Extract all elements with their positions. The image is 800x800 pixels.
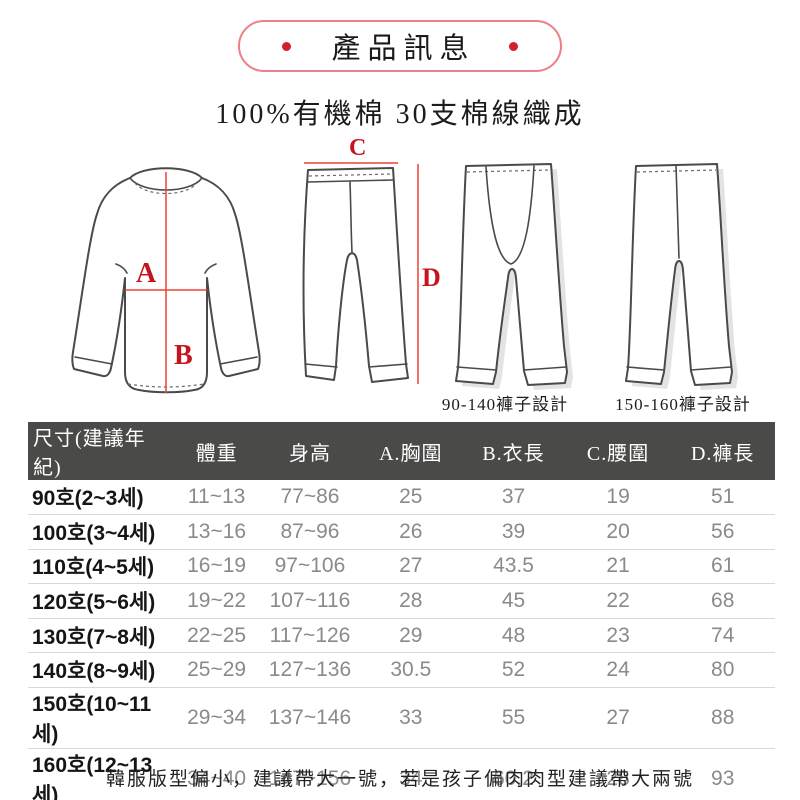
col-header-top-length: B.衣長	[461, 422, 566, 480]
measurement-value-cell: 37	[461, 480, 566, 516]
measurement-value-cell: 25	[360, 480, 462, 516]
size-label-cell: 120호(5~6세)	[28, 583, 174, 619]
measurement-value-cell: 127~136	[259, 652, 361, 689]
measurement-value-cell: 27	[565, 687, 671, 750]
badge-left-dot-icon	[282, 41, 291, 51]
measurement-value-cell: 107~116	[259, 583, 361, 619]
measurement-value-cell: 29~34	[173, 687, 260, 750]
measurement-value-cell: 22~25	[173, 618, 260, 654]
measurement-value-cell: 80	[670, 652, 775, 689]
product-info-badge: 產品訊息	[238, 20, 562, 72]
size-label-cell: 90호(2~3세)	[28, 480, 174, 516]
measurement-value-cell: 97~106	[259, 549, 361, 585]
table-row: 110호(4~5세) 16~19 97~106 27 43.5 21 61	[28, 549, 775, 585]
col-header-height: 身高	[259, 422, 361, 480]
size-table-body: 90호(2~3세) 11~13 77~86 25 37 19 51 100호(3~4세) 13~…	[28, 480, 775, 800]
measurement-value-cell: 11~13	[173, 480, 260, 516]
size-table: 尺寸(建議年紀) 體重 身高 A.胸圍 B.衣長 C.腰圍 D.褲長 90호(2…	[28, 422, 775, 800]
size-label-cell: 100호(3~4세)	[28, 514, 174, 550]
measurement-value-cell: 23	[565, 618, 671, 654]
size-label-cell: 110호(4~5세)	[28, 549, 174, 585]
measure-label-a: A	[136, 258, 157, 289]
table-row: 150호(10~11세) 29~34 137~146 33 55 27 88	[28, 687, 775, 750]
col-header-size: 尺寸(建議年紀)	[28, 422, 174, 480]
size-label-cell: 140호(8~9세)	[28, 652, 174, 689]
pants-design-150-160-diagram	[616, 158, 738, 390]
measurement-value-cell: 33	[360, 687, 462, 750]
measurement-value-cell: 61	[670, 549, 775, 585]
measurement-value-cell: 21	[565, 549, 671, 585]
measurement-value-cell: 88	[670, 687, 775, 750]
measurement-value-cell: 45	[461, 583, 566, 619]
measurement-value-cell: 68	[670, 583, 775, 619]
measurement-value-cell: 19	[565, 480, 671, 516]
measurement-value-cell: 51	[670, 480, 775, 516]
measurement-value-cell: 28	[565, 748, 671, 800]
table-row: 100호(3~4세) 13~16 87~96 26 39 20 56	[28, 514, 775, 550]
measurement-value-cell: 13~16	[173, 514, 260, 550]
measurement-value-cell: 55	[461, 687, 566, 750]
measurement-value-cell: 24	[565, 652, 671, 689]
table-row: 120호(5~6세) 19~22 107~116 28 45 22 68	[28, 583, 775, 619]
measurement-value-cell: 93	[670, 748, 775, 800]
measurement-value-cell: 28	[360, 583, 462, 619]
col-header-pants-length: D.褲長	[670, 422, 775, 480]
pants-design-90-140-diagram	[448, 158, 573, 390]
material-subtitle: 100%有機棉 30支棉線織成	[215, 99, 585, 130]
col-header-chest: A.胸圍	[360, 422, 462, 480]
measurement-value-cell: 22	[565, 583, 671, 619]
pants-design-150-160-caption: 150-160褲子設計	[615, 395, 751, 414]
size-table-container: 尺寸(建議年紀) 體重 身高 A.胸圍 B.衣長 C.腰圍 D.褲長 90호(2…	[28, 422, 775, 800]
table-row: 90호(2~3세) 11~13 77~86 25 37 19 51	[28, 480, 775, 516]
measure-label-c: C	[349, 136, 366, 161]
measurement-value-cell: 27	[360, 549, 462, 585]
measurement-value-cell: 87~96	[259, 514, 361, 550]
table-row: 160호(12~13세) 34~40 147~156 34 60.2 28 93	[28, 748, 775, 800]
measurement-value-cell: 117~126	[259, 618, 361, 654]
pants-design-90-140-caption: 90-140褲子設計	[441, 395, 569, 414]
table-row: 130호(7~8세) 22~25 117~126 29 48 23 74	[28, 618, 775, 654]
measure-label-b: B	[174, 340, 193, 371]
page-title: 產品訊息	[331, 33, 476, 65]
measurement-value-cell: 43.5	[461, 549, 566, 585]
measurement-value-cell: 52	[461, 652, 566, 689]
measurement-value-cell: 74	[670, 618, 775, 654]
measurement-value-cell: 34	[360, 748, 462, 800]
badge-right-dot-icon	[508, 41, 518, 51]
size-label-cell: 130호(7~8세)	[28, 618, 174, 654]
size-label-cell: 160호(12~13세)	[28, 748, 174, 800]
shirt-measurement-diagram: A B	[60, 156, 266, 404]
measurement-value-cell: 29	[360, 618, 462, 654]
size-table-header-row: 尺寸(建議年紀) 體重 身高 A.胸圍 B.衣長 C.腰圍 D.褲長	[28, 422, 775, 480]
measurement-value-cell: 56	[670, 514, 775, 550]
measurement-value-cell: 19~22	[173, 583, 260, 619]
measurement-value-cell: 30.5	[360, 652, 462, 689]
measurement-value-cell: 77~86	[259, 480, 361, 516]
sizing-advice-note: 韓服版型偏小，建議帶大一號，若是孩子偏肉肉型建議帶大兩號	[105, 769, 694, 790]
measurement-value-cell: 137~146	[259, 687, 361, 750]
measurement-value-cell: 39	[461, 514, 566, 550]
measurement-value-cell: 34~40	[173, 748, 260, 800]
measurement-value-cell: 147~156	[259, 748, 361, 800]
measurement-value-cell: 16~19	[173, 549, 260, 585]
measurement-value-cell: 26	[360, 514, 462, 550]
measurement-value-cell: 60.2	[461, 748, 566, 800]
measurement-value-cell: 25~29	[173, 652, 260, 689]
measurement-value-cell: 20	[565, 514, 671, 550]
table-row: 140호(8~9세) 25~29 127~136 30.5 52 24 80	[28, 652, 775, 689]
col-header-weight: 體重	[173, 422, 260, 480]
size-label-cell: 150호(10~11세)	[28, 687, 174, 750]
measurement-value-cell: 48	[461, 618, 566, 654]
col-header-waist: C.腰圍	[565, 422, 671, 480]
measure-label-d: D	[422, 263, 441, 292]
pants-measurement-diagram: C D	[296, 136, 441, 402]
